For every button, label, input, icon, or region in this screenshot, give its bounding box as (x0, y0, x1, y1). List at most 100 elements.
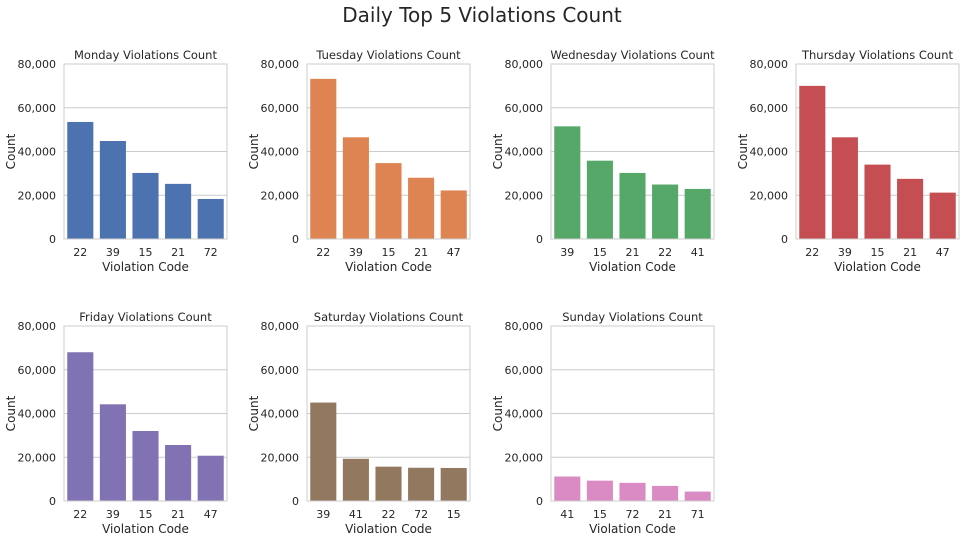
y-axis-label: Count (4, 395, 18, 431)
y-tick-label: 0 (292, 495, 299, 508)
subplot-title: Thursday Violations Count (801, 48, 954, 62)
y-tick-label: 0 (49, 495, 56, 508)
y-tick-label: 40,000 (18, 408, 57, 421)
bar (554, 476, 581, 501)
x-tick-label: 47 (204, 508, 218, 521)
bar (375, 163, 402, 239)
bar (897, 178, 924, 239)
x-tick-label: 72 (414, 508, 428, 521)
y-tick-label: 0 (536, 233, 543, 246)
y-tick-label: 20,000 (261, 451, 300, 464)
bar (440, 467, 467, 501)
x-tick-label: 22 (658, 246, 672, 259)
plot-frame (550, 325, 715, 502)
y-tick-label: 60,000 (18, 364, 57, 377)
bar (310, 402, 337, 501)
x-axis-label: Violation Code (345, 522, 432, 536)
x-tick-label: 41 (349, 508, 363, 521)
x-tick-label: 39 (349, 246, 363, 259)
bar (99, 141, 126, 239)
bar (831, 137, 858, 239)
bar (652, 485, 679, 501)
x-tick-label: 15 (593, 246, 607, 259)
plot-frame (63, 325, 228, 502)
x-tick-label: 21 (171, 508, 185, 521)
subplot-monday: 0 20,000 40,000 60,000 80,000 22 39 15 21 72 Monda… (4, 48, 228, 274)
y-tick-label: 80,000 (261, 320, 300, 333)
bar (132, 431, 159, 501)
bar (554, 126, 581, 239)
bar (440, 190, 467, 239)
y-tick-label: 60,000 (18, 102, 57, 115)
y-tick-label: 20,000 (750, 189, 789, 202)
y-tick-label: 20,000 (505, 451, 544, 464)
x-tick-label: 41 (560, 508, 574, 521)
bar (929, 192, 956, 239)
subplot-title: Monday Violations Count (74, 48, 217, 62)
bar (684, 491, 711, 501)
bar (342, 137, 369, 239)
x-tick-label: 22 (382, 508, 396, 521)
bar (132, 172, 159, 239)
x-tick-label: 21 (658, 508, 672, 521)
subplot-saturday: 0 20,000 40,000 60,000 80,000 39 41 22 72 15 Satur… (247, 310, 471, 536)
y-tick-label: 80,000 (505, 58, 544, 71)
x-axis-label: Violation Code (834, 260, 921, 274)
x-tick-label: 15 (139, 246, 153, 259)
y-tick-label: 80,000 (505, 320, 544, 333)
x-tick-label: 41 (691, 246, 705, 259)
bar (197, 198, 224, 239)
x-tick-label: 15 (593, 508, 607, 521)
y-tick-label: 20,000 (18, 189, 57, 202)
x-tick-label: 71 (691, 508, 705, 521)
y-tick-label: 60,000 (750, 102, 789, 115)
x-tick-label: 22 (805, 246, 819, 259)
y-tick-label: 60,000 (505, 102, 544, 115)
y-axis-label: Count (491, 133, 505, 169)
y-tick-label: 20,000 (18, 451, 57, 464)
x-tick-label: 47 (936, 246, 950, 259)
subplot-thursday: 0 20,000 40,000 60,000 80,000 22 39 15 21 47 Thurs… (736, 48, 960, 274)
x-axis-label: Violation Code (589, 260, 676, 274)
bar (586, 480, 613, 501)
subplot-tuesday: 0 20,000 40,000 60,000 80,000 22 39 15 21 47 Tuesd… (247, 48, 471, 274)
x-tick-label: 15 (139, 508, 153, 521)
bar (586, 160, 613, 239)
bar (67, 121, 94, 239)
y-tick-label: 40,000 (505, 146, 544, 159)
bar (197, 455, 224, 501)
subplot-wednesday: 0 20,000 40,000 60,000 80,000 39 15 21 22 41 Wedne… (491, 48, 715, 274)
bar (165, 183, 192, 239)
subplot-title: Wednesday Violations Count (550, 48, 715, 62)
y-tick-label: 40,000 (750, 146, 789, 159)
y-tick-label: 60,000 (505, 364, 544, 377)
y-axis-label: Count (247, 395, 261, 431)
bar (99, 404, 126, 501)
bar (408, 467, 435, 501)
x-tick-label: 22 (316, 246, 330, 259)
y-tick-label: 0 (536, 495, 543, 508)
x-tick-label: 21 (903, 246, 917, 259)
y-tick-label: 40,000 (18, 146, 57, 159)
y-tick-label: 40,000 (261, 408, 300, 421)
x-tick-label: 15 (871, 246, 885, 259)
x-tick-label: 21 (171, 246, 185, 259)
subplot-title: Sunday Violations Count (562, 310, 703, 324)
x-tick-label: 39 (560, 246, 574, 259)
plot-frame (306, 63, 471, 240)
y-tick-label: 0 (781, 233, 788, 246)
x-tick-label: 72 (626, 508, 640, 521)
bar (684, 188, 711, 239)
x-tick-label: 22 (73, 246, 87, 259)
bar (799, 85, 826, 239)
y-tick-label: 80,000 (750, 58, 789, 71)
bar (67, 352, 94, 501)
y-tick-label: 40,000 (261, 146, 300, 159)
x-axis-label: Violation Code (589, 522, 676, 536)
y-tick-label: 0 (49, 233, 56, 246)
plot-frame (306, 325, 471, 502)
x-tick-label: 39 (838, 246, 852, 259)
bar (619, 172, 646, 239)
y-axis-label: Count (736, 133, 750, 169)
